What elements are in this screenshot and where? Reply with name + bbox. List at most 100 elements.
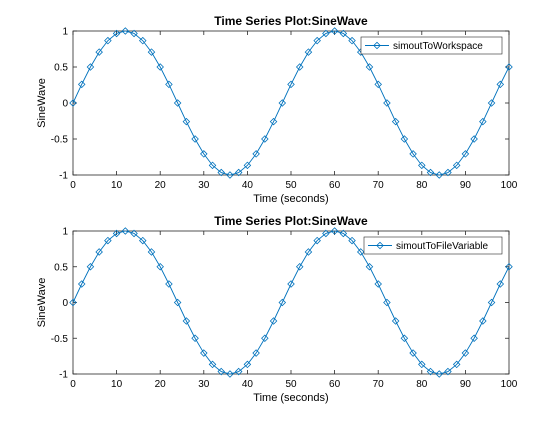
x-tick-label: 70	[373, 379, 385, 390]
data-point	[322, 229, 330, 238]
data-point	[69, 99, 77, 107]
data-point	[269, 317, 278, 325]
data-point	[304, 248, 313, 256]
data-point	[121, 27, 130, 35]
data-point	[496, 80, 505, 89]
chart-title: Time Series Plot:SineWave	[214, 14, 368, 28]
data-point	[470, 135, 478, 143]
x-tick-label: 0	[70, 180, 76, 191]
data-point	[86, 63, 95, 71]
data-point	[243, 360, 252, 369]
data-point	[444, 367, 452, 376]
data-point	[208, 360, 217, 369]
data-point	[426, 168, 435, 177]
data-point	[226, 171, 234, 179]
data-point	[261, 135, 269, 143]
data-point	[173, 99, 182, 107]
data-point	[86, 262, 95, 271]
x-tick-label: 10	[111, 379, 123, 390]
legend-box	[360, 36, 503, 55]
data-point	[348, 236, 356, 245]
x-tick-label: 100	[501, 180, 518, 191]
x-tick-label: 0	[70, 379, 76, 390]
x-tick-label: 40	[242, 379, 254, 390]
data-point	[287, 80, 295, 89]
data-point	[269, 117, 278, 126]
data-point	[234, 168, 243, 177]
data-point	[435, 370, 444, 378]
y-tick-label: 1	[62, 27, 68, 38]
chart-title: Time Series Plot:SineWave	[214, 214, 368, 228]
data-point	[383, 99, 391, 107]
data-point	[191, 135, 199, 143]
data-point	[69, 298, 77, 307]
data-point	[365, 262, 374, 271]
data-point	[322, 29, 330, 38]
data-point	[156, 63, 164, 71]
data-point	[200, 349, 208, 357]
data-point	[461, 349, 470, 357]
data-point	[243, 161, 252, 170]
x-tick-label: 80	[416, 379, 428, 390]
data-point	[356, 248, 365, 256]
data-point	[304, 48, 313, 56]
data-point	[182, 317, 191, 325]
data-point	[391, 317, 400, 325]
data-point	[444, 168, 452, 177]
x-tick-label: 20	[155, 379, 167, 390]
data-point	[383, 298, 391, 307]
data-point	[104, 236, 112, 245]
legend-marker-swatch	[376, 241, 384, 250]
legend-marker-swatch	[373, 41, 381, 50]
data-point	[182, 117, 191, 126]
x-tick-label: 100	[501, 379, 518, 390]
data-point	[479, 317, 487, 325]
data-point	[426, 367, 435, 376]
data-point	[130, 229, 138, 238]
data-point	[400, 135, 409, 143]
data-point	[287, 280, 295, 288]
data-point	[104, 36, 112, 45]
data-point	[208, 161, 217, 170]
x-axis-label: Time (seconds)	[253, 392, 328, 404]
data-point	[452, 161, 461, 170]
data-point	[374, 280, 382, 288]
data-point	[112, 29, 121, 38]
data-point	[496, 280, 505, 288]
y-tick-label: -0.5	[51, 135, 69, 146]
data-point	[252, 150, 260, 158]
data-point	[461, 150, 470, 158]
legend-entry-label: simoutToFileVariable	[396, 241, 489, 252]
data-point	[313, 236, 321, 245]
data-point	[470, 334, 478, 343]
x-tick-label: 70	[373, 180, 385, 191]
data-point	[487, 99, 496, 107]
data-point	[278, 99, 287, 107]
y-tick-label: 0.5	[54, 262, 68, 273]
data-point	[130, 29, 138, 38]
data-point	[435, 171, 444, 179]
data-point	[400, 334, 409, 343]
x-tick-label: 30	[198, 379, 210, 390]
x-tick-label: 50	[285, 379, 297, 390]
x-axis-label: Time (seconds)	[253, 193, 328, 205]
data-point	[261, 334, 269, 343]
data-point	[487, 298, 496, 307]
x-tick-label: 90	[460, 379, 472, 390]
data-point	[418, 360, 426, 369]
x-tick-label: 80	[416, 180, 428, 191]
data-point	[313, 36, 321, 45]
data-point	[77, 280, 86, 288]
data-point	[77, 80, 86, 89]
data-point	[234, 367, 243, 376]
legend-box	[363, 236, 503, 255]
data-point	[156, 262, 164, 271]
data-point	[409, 150, 417, 158]
y-tick-label: -0.5	[51, 334, 69, 345]
data-point	[217, 367, 226, 376]
data-point	[200, 150, 208, 158]
y-tick-label: 1	[62, 227, 68, 238]
data-point	[330, 227, 339, 235]
